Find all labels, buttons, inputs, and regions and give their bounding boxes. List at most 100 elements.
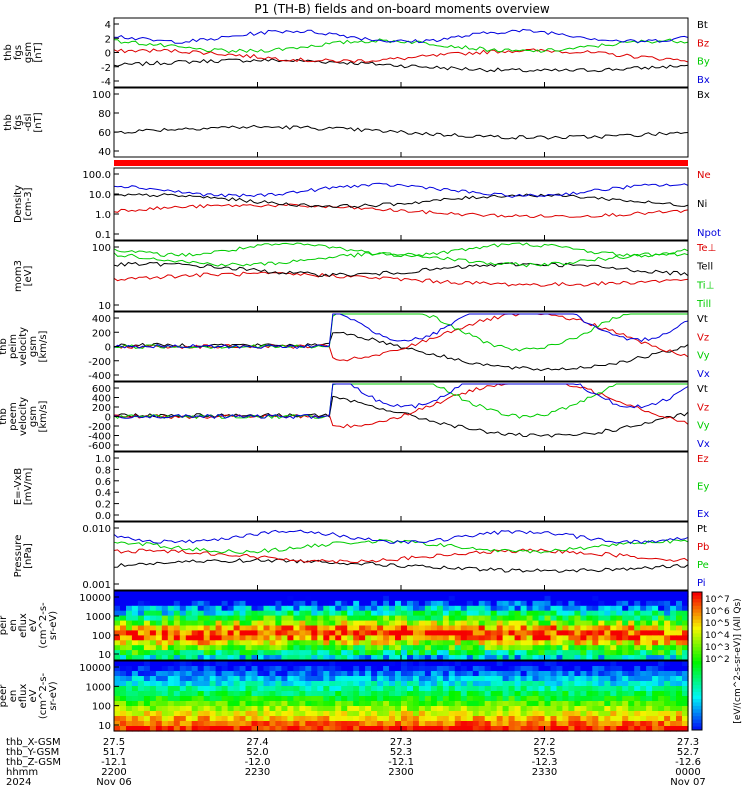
heatmap-cell xyxy=(335,615,342,622)
heatmap-cell xyxy=(114,640,121,646)
heatmap-cell xyxy=(120,635,127,641)
heatmap-cell xyxy=(167,625,175,631)
heatmap-cell xyxy=(137,666,145,672)
colorbar-cell xyxy=(692,654,702,659)
heatmap-cell xyxy=(269,726,277,732)
heatmap-cell xyxy=(592,691,599,697)
heatmap-cell xyxy=(293,711,300,717)
heatmap-cell xyxy=(556,635,564,641)
heatmap-cell xyxy=(592,640,599,646)
heatmap-cell xyxy=(275,711,282,717)
heatmap-cell xyxy=(209,625,217,631)
heatmap-cell xyxy=(335,661,342,667)
heatmap-cell xyxy=(424,630,432,636)
heatmap-cell xyxy=(227,591,235,597)
heatmap-cell xyxy=(263,650,271,656)
heatmap-cell xyxy=(161,681,169,687)
heatmap-cell xyxy=(436,686,444,692)
heatmap-cell xyxy=(610,625,617,631)
heatmap-cell xyxy=(215,661,223,667)
heatmap-cell xyxy=(436,640,444,646)
heatmap-cell xyxy=(598,721,605,727)
flag-bar xyxy=(114,160,688,166)
heatmap-cell xyxy=(652,625,659,631)
heatmap-cell xyxy=(209,681,217,687)
heatmap-cell xyxy=(263,620,271,627)
heatmap-cell xyxy=(436,625,444,631)
heatmap-cell xyxy=(311,655,318,661)
heatmap-cell xyxy=(598,640,605,646)
heatmap-cell xyxy=(365,706,372,712)
heatmap-cell xyxy=(544,721,552,727)
heatmap-cell xyxy=(383,716,390,722)
heatmap-cell xyxy=(592,630,599,636)
y-axis-label: thbpeimvelocitygsm[km/s] xyxy=(0,327,49,366)
heatmap-cell xyxy=(377,595,384,602)
heatmap-cell xyxy=(508,640,516,646)
heatmap-cell xyxy=(161,625,169,631)
heatmap-cell xyxy=(233,671,241,677)
heatmap-cell xyxy=(215,681,223,687)
heatmap-cell xyxy=(604,711,611,717)
heatmap-cell xyxy=(502,686,510,692)
heatmap-cell xyxy=(215,691,223,697)
heatmap-cell xyxy=(466,676,474,682)
trace-Pi xyxy=(113,529,689,545)
heatmap-cell xyxy=(126,701,133,707)
heatmap-cell xyxy=(395,591,402,597)
colorbar-cell xyxy=(692,709,702,714)
heatmap-cell xyxy=(143,615,151,622)
heatmap-cell xyxy=(120,595,127,602)
heatmap-cell xyxy=(191,661,199,667)
heatmap-cell xyxy=(269,640,277,646)
heatmap-cell xyxy=(161,605,169,612)
heatmap-cell xyxy=(478,671,486,677)
heatmap-cell xyxy=(628,655,635,661)
heatmap-cell xyxy=(203,666,211,672)
heatmap-cell xyxy=(347,721,354,727)
heatmap-cell xyxy=(191,605,199,612)
heatmap-cell xyxy=(317,706,324,712)
heatmap-cell xyxy=(490,625,498,631)
ephemeris-value: -12.6 xyxy=(675,757,701,768)
heatmap-cell xyxy=(538,696,546,702)
heatmap-cell xyxy=(454,610,462,617)
heatmap-cell xyxy=(389,605,396,612)
heatmap-cell xyxy=(161,650,169,656)
heatmap-cell xyxy=(221,666,229,672)
heatmap-cell xyxy=(257,630,265,636)
heatmap-cell xyxy=(640,595,647,602)
heatmap-cell xyxy=(622,681,629,687)
heatmap-cell xyxy=(538,706,546,712)
heatmap-cell xyxy=(155,595,163,602)
heatmap-cell xyxy=(442,691,450,697)
heatmap-cell xyxy=(203,645,211,651)
heatmap-cell xyxy=(401,726,408,732)
heatmap-cell xyxy=(287,610,294,617)
heatmap-cell xyxy=(263,591,271,597)
heatmap-cell xyxy=(436,610,444,617)
heatmap-cell xyxy=(413,721,420,727)
heatmap-cell xyxy=(215,620,223,627)
heatmap-cell xyxy=(424,615,432,622)
heatmap-cell xyxy=(628,625,635,631)
heatmap-cell xyxy=(353,600,360,607)
heatmap-cell xyxy=(143,635,151,641)
heatmap-cell xyxy=(341,711,348,717)
heatmap-cell xyxy=(317,591,324,597)
heatmap-cell xyxy=(460,645,468,651)
heatmap-cell xyxy=(131,696,139,702)
heatmap-cell xyxy=(664,591,671,597)
heatmap-cell xyxy=(574,630,581,636)
heatmap-cell xyxy=(448,676,456,682)
heatmap-cell xyxy=(341,640,348,646)
heatmap-cell xyxy=(377,591,384,597)
heatmap-cell xyxy=(640,686,647,692)
y-axis-label-line: velocity xyxy=(18,397,29,436)
heatmap-cell xyxy=(460,686,468,692)
heatmap-cell xyxy=(484,671,492,677)
heatmap-cell xyxy=(155,716,163,722)
heatmap-cell xyxy=(418,706,426,712)
y-axis-label-line: en xyxy=(8,690,19,703)
heatmap-cell xyxy=(514,645,522,651)
